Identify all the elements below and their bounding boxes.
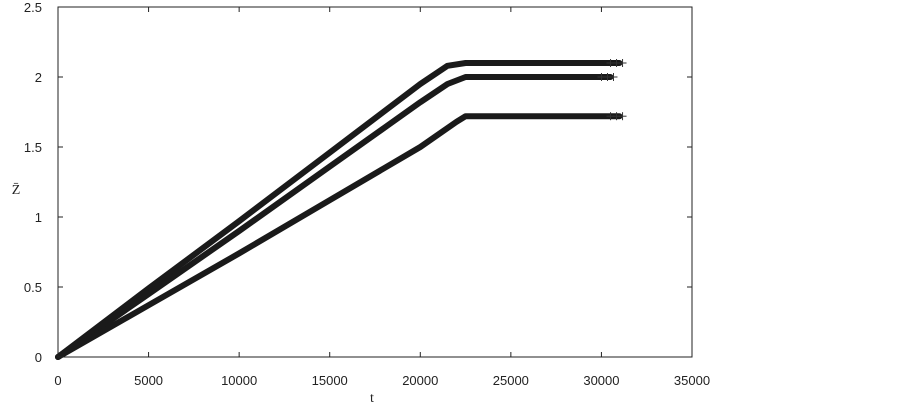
y-tick-label: 2.5 [24, 0, 42, 15]
x-tick-label: 15000 [312, 373, 348, 388]
y-tick-label: 0.5 [24, 280, 42, 295]
x-tick-label: 5000 [134, 373, 163, 388]
plot-frame [57, 6, 693, 358]
series-line-2 [55, 74, 614, 360]
series-line-3 [55, 113, 623, 360]
y-tick-label: 0 [35, 350, 42, 365]
x-tick-label: 35000 [674, 373, 710, 388]
x-tick-label: 20000 [402, 373, 438, 388]
y-tick-label: 2 [35, 70, 42, 85]
x-axis-label: t [370, 391, 374, 406]
x-tick-label: 10000 [221, 373, 257, 388]
data-point-marker [609, 73, 618, 81]
x-axis: 0 5000 10000 15000 20000 25000 30000 35000 [54, 7, 710, 388]
x-tick-label: 0 [54, 373, 61, 388]
plot-area [55, 59, 627, 360]
y-axis: 0 0.5 1 1.5 2 2.5 [24, 0, 692, 365]
x-tick-label: 25000 [493, 373, 529, 388]
data-point-marker [618, 59, 627, 67]
x-tick-label: 30000 [583, 373, 619, 388]
series-line-1 [55, 60, 623, 360]
y-tick-label: 1.5 [24, 140, 42, 155]
data-point-marker [618, 112, 627, 121]
y-tick-label: 1 [35, 210, 42, 225]
y-axis-label: Z̄ [12, 182, 21, 198]
